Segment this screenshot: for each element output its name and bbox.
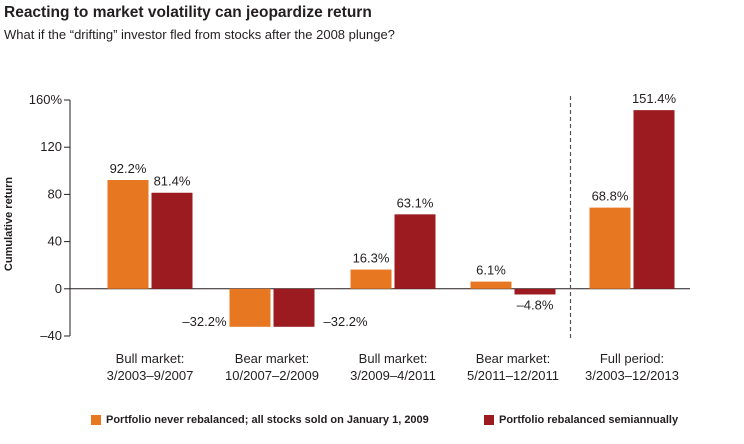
bar-series2-cat2 bbox=[273, 288, 315, 327]
category-label-3-line1: Bull market: bbox=[359, 351, 428, 366]
bar-series2-cat3 bbox=[394, 214, 436, 289]
category-label-2-line2: 10/2007–2/2009 bbox=[225, 368, 319, 383]
category-label-1-line1: Bull market: bbox=[116, 351, 185, 366]
chart-subtitle: What if the “drifting” investor fled fro… bbox=[4, 27, 395, 42]
bar-chart: 160% 120 80 40 0 –40 Cumulative return 92.2% –32… bbox=[3, 91, 690, 383]
bar-series1-cat3 bbox=[350, 269, 392, 289]
y-axis-title: Cumulative return bbox=[3, 177, 15, 271]
chart-legend: Portfolio never rebalanced; all stocks s… bbox=[0, 414, 744, 434]
data-label-series2-cat1: 81.4% bbox=[154, 174, 191, 189]
legend-item-rebalanced: Portfolio rebalanced semiannually bbox=[484, 414, 678, 426]
y-tick-label: –40 bbox=[40, 328, 62, 343]
bar-series1-cat5 bbox=[589, 207, 631, 289]
data-label-series1-cat4: 6.1% bbox=[476, 263, 506, 278]
category-label-4-line1: Bear market: bbox=[476, 351, 550, 366]
data-label-series1-cat2: –32.2% bbox=[182, 314, 227, 329]
legend-label-rebalanced: Portfolio rebalanced semiannually bbox=[499, 414, 679, 426]
legend-label-never-rebalanced: Portfolio never rebalanced; all stocks s… bbox=[106, 414, 429, 426]
legend-item-never-rebalanced: Portfolio never rebalanced; all stocks s… bbox=[91, 414, 429, 426]
bar-series2-cat4 bbox=[514, 288, 556, 295]
category-label-2-line1: Bear market: bbox=[235, 351, 309, 366]
y-tick-label: 0 bbox=[55, 281, 62, 296]
bar-series1-cat1 bbox=[107, 180, 149, 289]
data-label-series1-cat3: 16.3% bbox=[353, 251, 390, 266]
bar-series1-cat4 bbox=[470, 281, 512, 289]
category-label-5-line2: 3/2003–12/2013 bbox=[585, 368, 679, 383]
chart-title: Reacting to market volatility can jeopar… bbox=[4, 4, 372, 21]
bar-series2-cat5 bbox=[633, 110, 675, 289]
data-label-series1-cat5: 68.8% bbox=[592, 189, 629, 204]
data-label-series2-cat2: –32.2% bbox=[324, 314, 369, 329]
y-tick-label: 40 bbox=[48, 234, 62, 249]
data-label-series2-cat4: –4.8% bbox=[517, 297, 554, 312]
data-label-series2-cat3: 63.1% bbox=[397, 195, 434, 210]
legend-swatch-never-rebalanced bbox=[91, 415, 101, 425]
category-label-3-line2: 3/2009–4/2011 bbox=[350, 368, 436, 383]
data-label-series1-cat1: 92.2% bbox=[110, 161, 147, 176]
category-label-4-line2: 5/2011–12/2011 bbox=[467, 368, 559, 383]
category-label-5-line1: Full period: bbox=[600, 351, 664, 366]
legend-swatch-rebalanced bbox=[484, 415, 494, 425]
bar-series1-cat2 bbox=[229, 288, 271, 327]
y-tick-label: 80 bbox=[48, 186, 62, 201]
y-tick-label: 160% bbox=[29, 92, 63, 107]
data-label-series2-cat5: 151.4% bbox=[632, 91, 677, 106]
y-tick-label: 120 bbox=[40, 139, 62, 154]
category-label-1-line2: 3/2003–9/2007 bbox=[107, 368, 194, 383]
bar-series2-cat1 bbox=[151, 192, 193, 289]
